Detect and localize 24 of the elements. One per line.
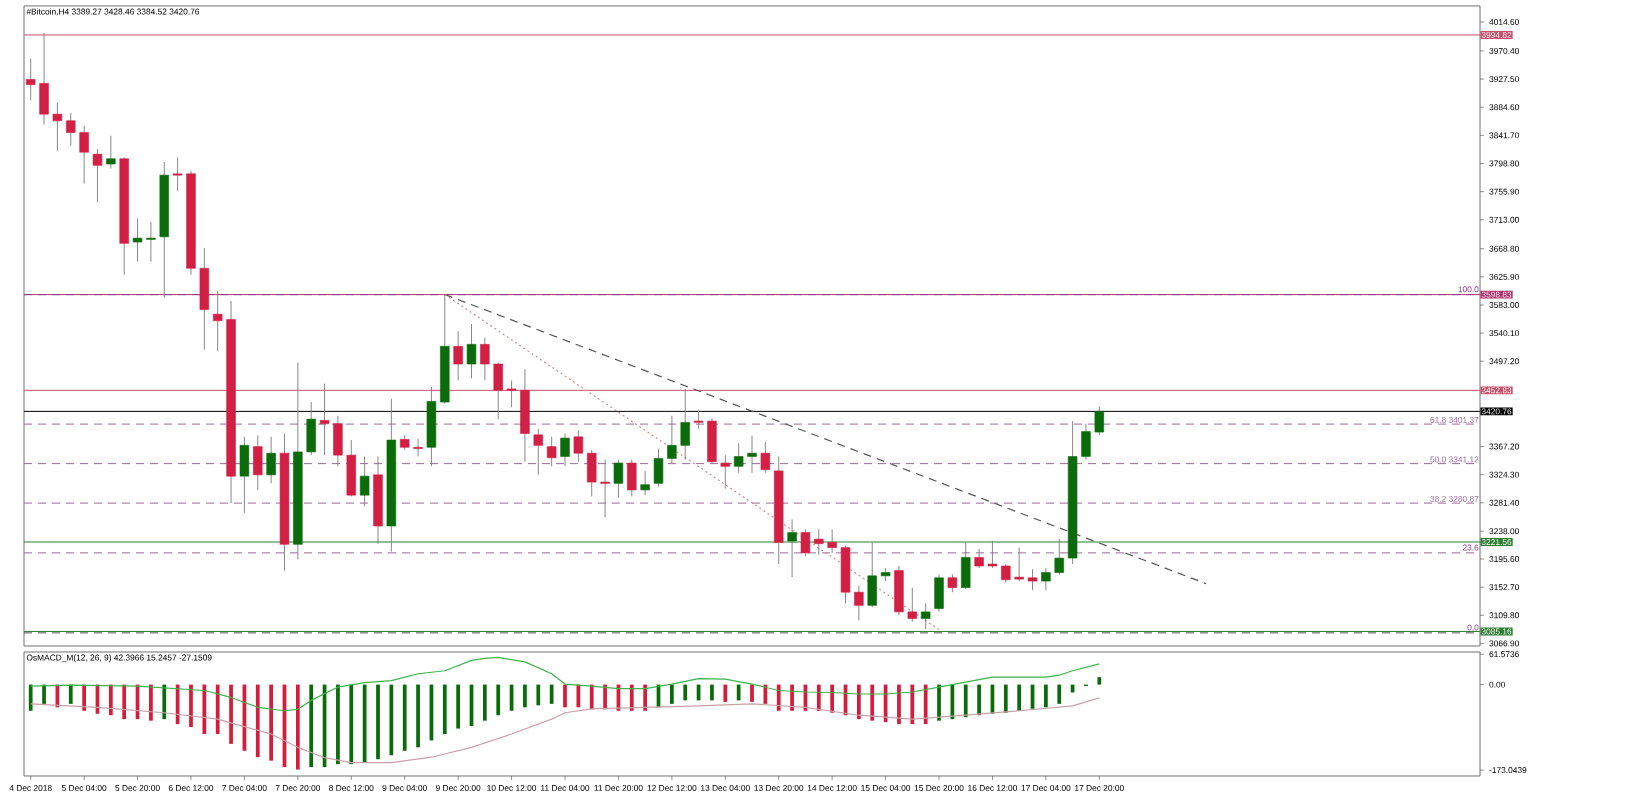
candlestick [533,428,543,476]
candlestick [640,470,650,496]
candlestick [426,386,437,467]
candlestick [546,436,557,467]
candlestick [760,441,771,474]
candlestick [466,323,477,380]
candlestick [920,603,931,630]
candlestick [613,459,624,499]
candlestick [453,330,463,382]
candlestick [573,429,584,463]
candlestick [266,436,276,484]
candlestick [720,454,730,490]
candlestick [934,574,944,613]
candlestick [253,435,263,491]
candlestick [787,519,797,578]
candlestick [239,436,250,514]
candlestick [961,542,971,590]
candlestick [867,542,877,608]
candlestick [359,456,370,507]
candlestick [106,135,116,170]
candlestick [560,433,570,467]
candlestick [92,148,103,203]
line-series [30,697,1100,764]
candlestick [627,459,637,498]
